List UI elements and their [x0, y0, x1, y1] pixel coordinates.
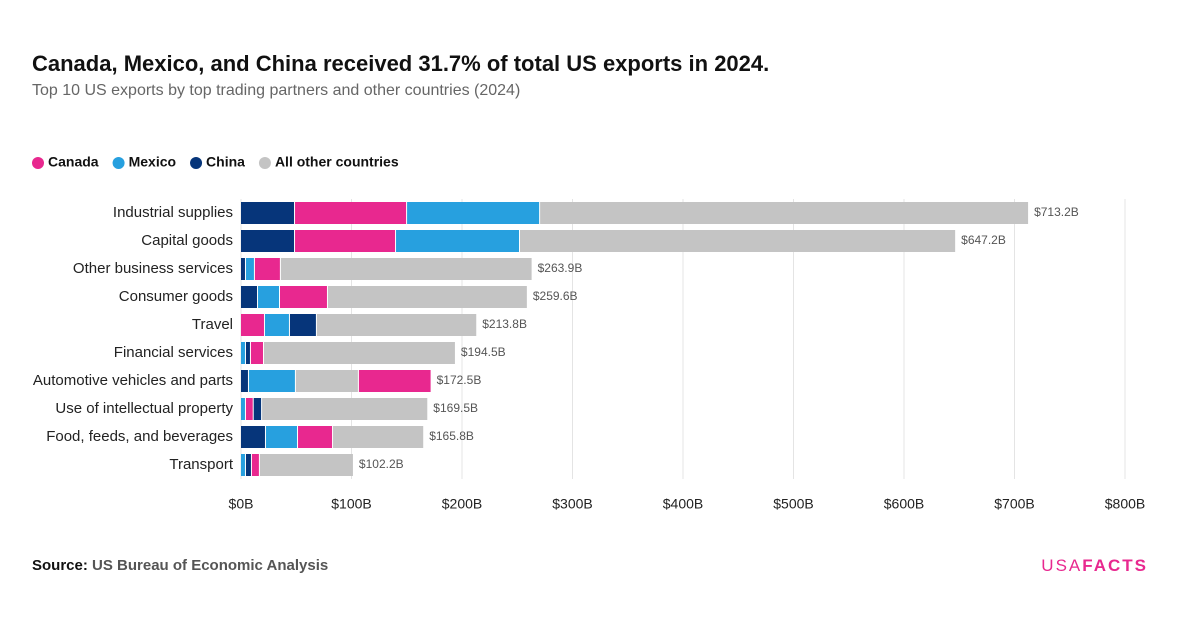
bar-segment: [241, 398, 245, 420]
chart-title: Canada, Mexico, and China received 31.7%…: [32, 51, 769, 76]
bar-segment: [520, 230, 956, 252]
x-tick-label: $700B: [994, 496, 1034, 512]
x-tick-label: $500B: [773, 496, 813, 512]
bar-segment: [245, 258, 254, 280]
x-tick-label: $100B: [331, 496, 371, 512]
total-label: $263.9B: [538, 261, 583, 275]
x-tick-label: $400B: [663, 496, 703, 512]
bar-segment: [245, 454, 251, 476]
bar-segment: [241, 426, 265, 448]
bar-segment: [241, 286, 258, 308]
y-tick-label: Use of intellectual property: [55, 400, 233, 417]
chart-subtitle: Top 10 US exports by top trading partner…: [32, 82, 520, 99]
bar-segment: [253, 398, 262, 420]
bar-segment: [241, 230, 295, 252]
bar-segment: [327, 286, 527, 308]
bar-segment: [280, 258, 532, 280]
bar-segment: [298, 426, 333, 448]
total-label: $647.2B: [961, 233, 1006, 247]
logo-b: FACTS: [1082, 556, 1148, 575]
legend-label: China: [206, 154, 245, 170]
x-tick-label: $300B: [552, 496, 592, 512]
bar-segment: [295, 230, 396, 252]
bar-segment: [245, 342, 250, 364]
bar-segment: [396, 230, 520, 252]
bar-segment: [295, 370, 358, 392]
y-tick-label: Automotive vehicles and parts: [33, 372, 233, 389]
source-text: US Bureau of Economic Analysis: [92, 557, 328, 574]
bar-segment: [540, 202, 1029, 224]
logo-a: USA: [1041, 556, 1082, 575]
bar-segment: [262, 398, 428, 420]
bar-segment: [250, 342, 263, 364]
y-tick-label: Food, feeds, and beverages: [46, 428, 233, 445]
total-label: $172.5B: [437, 373, 482, 387]
source-label: Source:: [32, 557, 88, 574]
bar-segment: [316, 314, 477, 336]
y-tick-label: Consumer goods: [119, 288, 233, 305]
total-label: $169.5B: [433, 401, 478, 415]
bar-segment: [241, 342, 245, 364]
bar-segment: [280, 286, 327, 308]
y-tick-label: Transport: [169, 456, 233, 473]
total-label: $165.8B: [429, 429, 474, 443]
total-label: $713.2B: [1034, 205, 1079, 219]
y-tick-label: Travel: [192, 316, 233, 333]
legend-label: All other countries: [275, 154, 399, 170]
bar-segment: [248, 370, 295, 392]
total-label: $259.6B: [533, 289, 578, 303]
bar-segment: [259, 454, 353, 476]
bar-segment: [333, 426, 424, 448]
legend-label: Canada: [48, 154, 99, 170]
bar-segment: [263, 342, 455, 364]
total-label: $213.8B: [482, 317, 527, 331]
bar-segment: [241, 454, 245, 476]
y-tick-label: Capital goods: [141, 232, 233, 249]
legend-label: Mexico: [129, 154, 176, 170]
legend-swatch: [112, 157, 125, 169]
bar-segment: [241, 314, 264, 336]
x-tick-label: $600B: [884, 496, 924, 512]
bar-segment: [358, 370, 431, 392]
bar-segment: [254, 258, 280, 280]
bar-segment: [245, 398, 253, 420]
bar-segment: [264, 314, 289, 336]
y-tick-label: Other business services: [73, 260, 233, 277]
source: Source: US Bureau of Economic Analysis: [32, 557, 328, 574]
legend-swatch: [190, 157, 203, 169]
bar-segment: [289, 314, 316, 336]
y-tick-label: Industrial supplies: [113, 204, 233, 221]
y-tick-label: Financial services: [114, 344, 233, 361]
x-tick-label: $800B: [1105, 496, 1145, 512]
logo: USAFACTS: [1041, 556, 1148, 575]
bar-segment: [241, 258, 245, 280]
bar-segment: [265, 426, 298, 448]
x-tick-label: $0B: [229, 496, 254, 512]
bar-segment: [295, 202, 407, 224]
bar-segment: [241, 370, 248, 392]
x-tick-label: $200B: [442, 496, 482, 512]
bar-segment: [407, 202, 540, 224]
bar-segment: [251, 454, 259, 476]
legend-swatch: [258, 157, 271, 169]
total-label: $194.5B: [461, 345, 506, 359]
legend-swatch: [32, 157, 44, 169]
total-label: $102.2B: [359, 457, 404, 471]
bar-segment: [241, 202, 295, 224]
bar-segment: [258, 286, 280, 308]
